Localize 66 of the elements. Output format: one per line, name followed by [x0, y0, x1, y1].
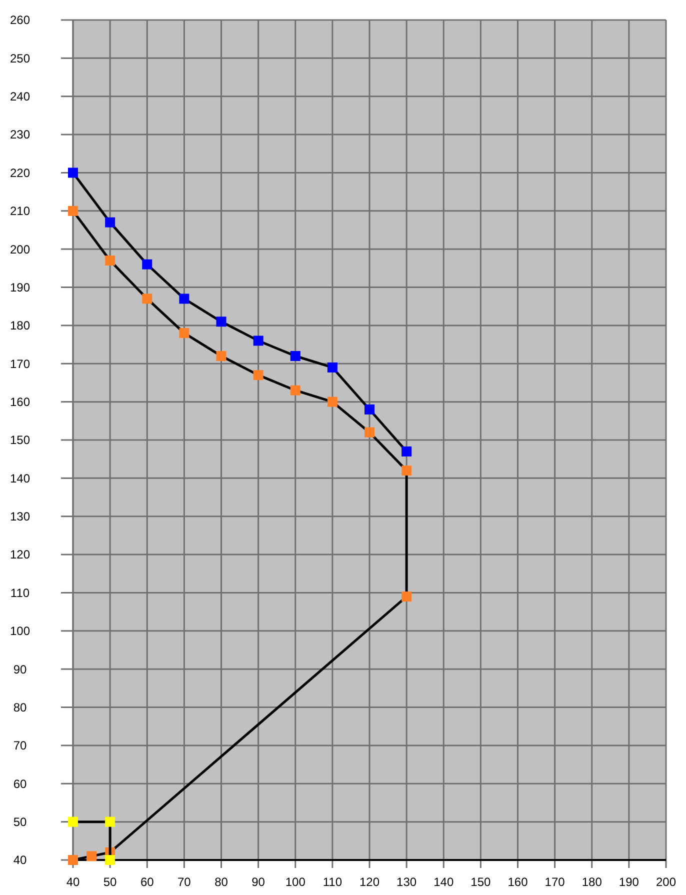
x-tick-label: 180: [582, 875, 602, 889]
point: [105, 816, 116, 827]
y-tick-label: 260: [10, 13, 30, 28]
x-tick-label: 160: [508, 875, 528, 889]
y-tick-label: 90: [13, 662, 27, 676]
point: [327, 362, 338, 372]
point: [327, 396, 338, 407]
y-tick-label: 100: [10, 624, 30, 638]
point: [216, 351, 226, 361]
point: [68, 855, 78, 865]
y-tick-label: 120: [10, 548, 30, 562]
x-tick-label: 130: [396, 875, 417, 889]
point: [402, 592, 412, 602]
x-tick-label: 100: [285, 875, 306, 889]
point: [290, 385, 300, 396]
x-tick-label: 140: [434, 875, 454, 889]
y-tick-label: 210: [10, 204, 30, 218]
y-tick-label: 150: [10, 433, 30, 448]
x-tick-label: 70: [178, 875, 192, 889]
x-tick-label: 200: [656, 875, 676, 889]
point: [142, 294, 152, 304]
x-tick-label: 90: [252, 875, 266, 889]
point: [364, 404, 374, 414]
x-tick-label: 120: [359, 875, 380, 889]
y-tick-label: 250: [10, 51, 30, 66]
x-tick-label: 150: [470, 875, 492, 889]
y-tick-label: 80: [13, 700, 27, 714]
y-tick-label: 50: [13, 815, 27, 830]
y-tick-label: 140: [10, 471, 30, 486]
x-tick-label: 40: [66, 875, 80, 889]
point: [290, 351, 300, 361]
y-tick-label: 220: [10, 166, 30, 180]
x-tick-label: 190: [618, 875, 640, 889]
point: [105, 217, 116, 228]
x-tick-label: 170: [544, 875, 566, 889]
y-tick-label: 130: [10, 510, 30, 524]
y-tick-label: 110: [10, 586, 30, 600]
x-tick-label: 50: [103, 875, 118, 889]
y-tick-label: 230: [10, 128, 30, 142]
y-tick-label: 160: [10, 395, 30, 410]
point: [142, 259, 152, 270]
y-tick-label: 190: [10, 280, 30, 294]
x-tick-label: 60: [140, 875, 154, 889]
x-tick-label: 80: [214, 875, 228, 889]
point: [364, 427, 374, 438]
y-tick-label: 70: [13, 738, 27, 753]
point: [105, 855, 116, 865]
x-tick-label: 110: [322, 875, 342, 889]
point: [179, 294, 190, 304]
y-tick-label: 240: [10, 90, 30, 104]
point: [402, 466, 412, 476]
point: [68, 816, 78, 827]
point: [105, 256, 116, 266]
point: [216, 316, 226, 327]
point: [86, 851, 97, 862]
y-tick-label: 60: [13, 776, 27, 791]
y-tick-label: 170: [10, 356, 30, 371]
point: [68, 206, 78, 216]
y-tick-label: 40: [13, 853, 27, 868]
point: [402, 446, 412, 456]
y-tick-label: 180: [10, 318, 30, 333]
point: [253, 336, 264, 346]
point: [179, 328, 190, 338]
point: [68, 168, 78, 178]
point: [253, 370, 264, 380]
y-tick-label: 200: [10, 242, 30, 256]
